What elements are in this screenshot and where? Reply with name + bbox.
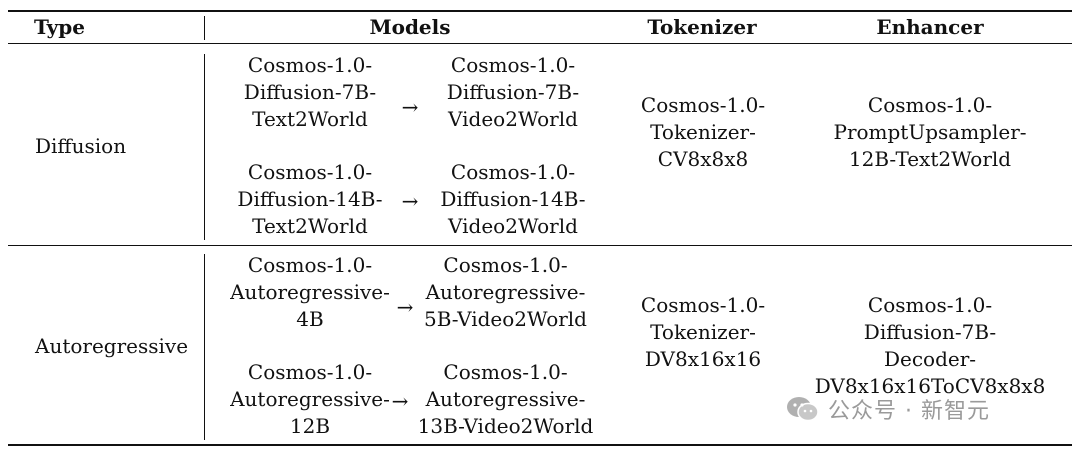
model-line: Autoregressive- [425, 280, 586, 304]
wechat-icon [786, 395, 820, 423]
header-type: Type [34, 15, 86, 39]
model-target-autoregressive-13b: Cosmos-1.0- Autoregressive- 13B-Video2Wo… [413, 359, 598, 440]
header-rule [8, 43, 1072, 44]
model-line: Text2World [252, 107, 368, 131]
arrow-icon: → [401, 189, 419, 213]
model-line: Cosmos-1.0- [247, 53, 373, 77]
tokenizer-line: Cosmos-1.0- [640, 293, 766, 317]
row-divider-diffusion [204, 54, 205, 240]
arrow-icon: → [401, 95, 419, 119]
model-source-diffusion-14b: Cosmos-1.0- Diffusion-14B- Text2World [225, 159, 395, 240]
model-source-autoregressive-4b: Cosmos-1.0- Autoregressive- 4B [225, 252, 395, 333]
model-line: Cosmos-1.0- [247, 253, 373, 277]
tokenizer-line: Tokenizer- [650, 120, 756, 144]
row-separator-rule [8, 245, 1072, 246]
model-line: 5B-Video2World [424, 307, 587, 331]
model-line: Video2World [448, 107, 578, 131]
model-line: 12B [289, 414, 331, 438]
model-line: Cosmos-1.0- [443, 360, 568, 384]
arrow-icon: → [396, 295, 414, 319]
model-line: Diffusion-14B- [237, 187, 383, 211]
table-bottom-rule [8, 444, 1072, 446]
model-line: Cosmos-1.0- [247, 160, 373, 184]
model-source-autoregressive-12b: Cosmos-1.0- Autoregressive- 12B [225, 359, 395, 440]
model-line: Cosmos-1.0- [443, 253, 568, 277]
enhancer-line: 12B-Text2World [848, 147, 1012, 171]
enhancer-line: Decoder- [883, 347, 977, 371]
enhancer-autoregressive: Cosmos-1.0- Diffusion-7B- Decoder- DV8x1… [810, 292, 1050, 400]
model-line: Text2World [252, 214, 368, 238]
row-type-diffusion: Diffusion [35, 134, 127, 158]
model-line: Diffusion-7B- [446, 80, 580, 104]
tokenizer-line: CV8x8x8 [657, 147, 749, 171]
enhancer-line: Cosmos-1.0- [867, 93, 993, 117]
enhancer-line: PromptUpsampler- [833, 120, 1027, 144]
model-line: Autoregressive- [230, 387, 390, 411]
model-source-diffusion-7b: Cosmos-1.0- Diffusion-7B- Text2World [225, 52, 395, 133]
model-line: Autoregressive- [230, 280, 390, 304]
model-line: Cosmos-1.0- [247, 360, 373, 384]
enhancer-diffusion: Cosmos-1.0- PromptUpsampler- 12B-Text2Wo… [830, 92, 1030, 173]
tokenizer-line: DV8x16x16 [644, 347, 762, 371]
model-line: Cosmos-1.0- [450, 160, 576, 184]
model-target-diffusion-7b: Cosmos-1.0- Diffusion-7B- Video2World [428, 52, 598, 133]
header-tokenizer: Tokenizer [647, 15, 757, 39]
model-line: Cosmos-1.0- [450, 53, 576, 77]
tokenizer-line: Cosmos-1.0- [640, 93, 766, 117]
model-target-autoregressive-5b: Cosmos-1.0- Autoregressive- 5B-Video2Wor… [418, 252, 593, 333]
model-line: 13B-Video2World [417, 414, 594, 438]
header-enhancer: Enhancer [876, 15, 984, 39]
model-line: Video2World [448, 214, 578, 238]
row-type-autoregressive: Autoregressive [35, 334, 189, 358]
watermark: 公众号 · 新智元 [786, 394, 990, 424]
header-models: Models [369, 15, 451, 39]
watermark-text: 公众号 · 新智元 [828, 399, 990, 424]
row-divider-autoregressive [204, 254, 205, 440]
header-divider [204, 16, 205, 40]
model-target-diffusion-14b: Cosmos-1.0- Diffusion-14B- Video2World [428, 159, 598, 240]
tokenizer-autoregressive: Cosmos-1.0- Tokenizer- DV8x16x16 [618, 292, 788, 373]
table-top-rule [8, 10, 1072, 12]
model-line: Diffusion-7B- [243, 80, 377, 104]
tokenizer-diffusion: Cosmos-1.0- Tokenizer- CV8x8x8 [618, 92, 788, 173]
enhancer-line: DV8x16x16ToCV8x8x8 [814, 374, 1046, 398]
enhancer-line: Cosmos-1.0- [867, 293, 993, 317]
tokenizer-line: Tokenizer- [650, 320, 756, 344]
enhancer-line: Diffusion-7B- [863, 320, 997, 344]
model-line: Autoregressive- [425, 387, 586, 411]
model-line: Diffusion-14B- [440, 187, 586, 211]
model-line: 4B [296, 307, 324, 331]
arrow-icon: → [391, 389, 409, 413]
